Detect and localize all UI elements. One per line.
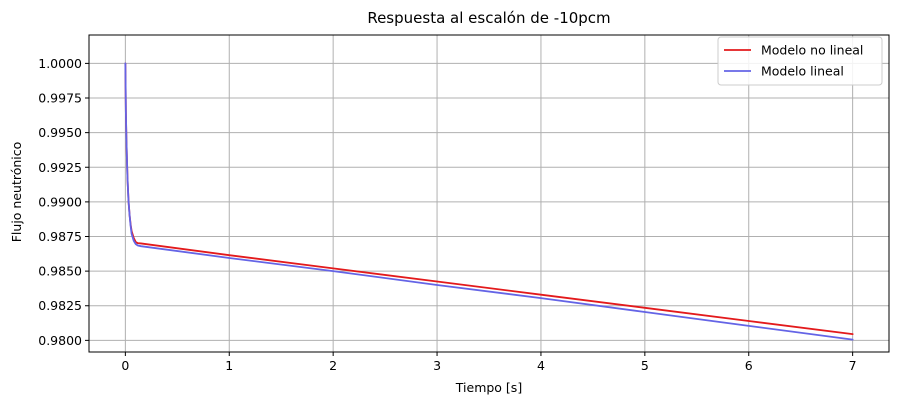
x-tick-label: 6 [745, 358, 753, 373]
grid [89, 35, 889, 352]
series-line-modelo-no-lineal [124, 62, 854, 336]
x-tick-label: 0 [121, 358, 129, 373]
y-tick-label: 1.0000 [38, 56, 82, 71]
x-tick-label: 1 [225, 358, 233, 373]
series-line-modelo-lineal [124, 62, 854, 341]
legend-label-modelo-lineal: Modelo lineal [761, 64, 844, 79]
y-tick-label: 0.9950 [38, 125, 82, 140]
series-layer [124, 62, 854, 341]
x-tick-label: 4 [537, 358, 545, 373]
plot-frame [88, 34, 890, 353]
y-tick-label: 0.9825 [38, 298, 82, 313]
x-axis-label: Tiempo [s] [455, 380, 522, 395]
y-tick-label: 0.9875 [38, 229, 82, 244]
y-tick-label: 0.9900 [38, 194, 82, 209]
y-tick-label: 0.9975 [38, 91, 82, 106]
legend: Modelo no lineal Modelo lineal [717, 36, 883, 86]
legend-box [717, 36, 883, 86]
y-tick-label: 0.9850 [38, 264, 82, 279]
x-tick-label: 3 [433, 358, 441, 373]
y-tick-label: 0.9925 [38, 160, 82, 175]
ticks: 0 1 2 3 4 5 6 7 0.9800 0.9825 0.9850 0.9875 0.9900 0.… [38, 56, 856, 373]
chart-title: Respuesta al escalón de -10pcm [367, 9, 610, 27]
legend-label-modelo-no-lineal: Modelo no lineal [761, 43, 863, 58]
y-tick-label: 0.9800 [38, 333, 82, 348]
x-tick-label: 5 [641, 358, 649, 373]
x-tick-label: 2 [329, 358, 337, 373]
x-tick-label: 7 [849, 358, 857, 373]
y-axis-label: Flujo neutrónico [9, 142, 24, 243]
